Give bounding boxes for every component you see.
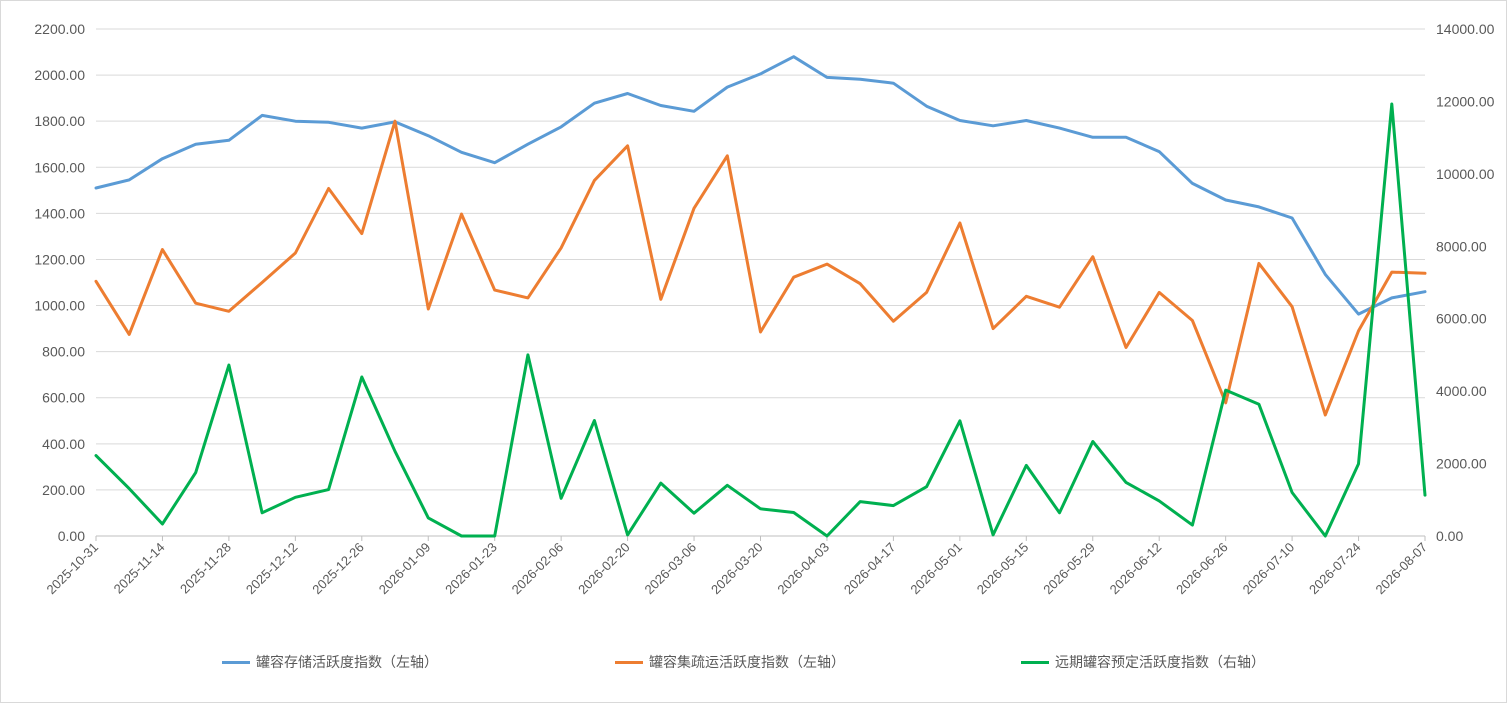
x-tick-label: 2025-12-26 (309, 540, 367, 598)
y-right-tick-label: 12000.00 (1436, 93, 1495, 109)
x-tick-label: 2026-01-23 (442, 540, 500, 598)
y-left-tick-label: 2200.00 (34, 21, 85, 37)
legend-label-storage: 罐容存储活跃度指数（左轴） (256, 655, 438, 671)
x-tick-label: 2026-01-09 (376, 540, 434, 598)
x-tick-label: 2025-11-28 (177, 540, 234, 597)
legend-item-storage[interactable]: 罐容存储活跃度指数（左轴） (222, 649, 438, 675)
x-tick-label: 2026-08-07 (1372, 540, 1430, 598)
series-line-1 (94, 55, 1427, 316)
x-tick-label: 2026-05-29 (1040, 540, 1098, 598)
x-tick-label: 2025-11-14 (111, 540, 168, 597)
y-left-tick-label: 1400.00 (34, 205, 85, 221)
series-line-3 (94, 102, 1427, 538)
y-left-tick-label: 1200.00 (34, 251, 85, 267)
y-left-tick-label: 400.00 (42, 436, 85, 452)
y-right-tick-label: 0.00 (1436, 528, 1463, 544)
legend-swatch-booking (1021, 660, 1049, 664)
x-tick-label: 2025-10-31 (43, 540, 101, 598)
x-tick-label: 2026-04-17 (841, 540, 899, 598)
y-left-tick-label: 1800.00 (34, 113, 85, 129)
y-right-tick-label: 10000.00 (1436, 166, 1495, 182)
legend-swatch-transport (615, 660, 643, 664)
legend-swatch-storage (222, 660, 250, 664)
x-tick-label: 2026-02-06 (509, 540, 567, 598)
y-right-tick-label: 14000.00 (1436, 21, 1495, 37)
y-left-tick-label: 2000.00 (34, 67, 85, 83)
x-tick-label: 2026-02-20 (575, 540, 633, 598)
x-tick-label: 2026-06-12 (1107, 540, 1165, 598)
legend-label-booking: 远期罐容预定活跃度指数（右轴） (1055, 655, 1265, 671)
y-left-tick-label: 1600.00 (34, 159, 85, 175)
y-right-tick-label: 8000.00 (1436, 238, 1487, 254)
x-tick-label: 2025-12-12 (243, 540, 301, 598)
series-line-2 (94, 119, 1427, 417)
x-tick-label: 2026-04-03 (774, 540, 832, 598)
legend-label-transport: 罐容集疏运活跃度指数（左轴） (649, 655, 845, 671)
y-right-tick-label: 2000.00 (1436, 456, 1487, 472)
x-tick-label: 2026-05-15 (974, 540, 1032, 598)
legend-item-booking[interactable]: 远期罐容预定活跃度指数（右轴） (1021, 649, 1265, 675)
y-left-tick-label: 600.00 (42, 390, 85, 406)
y-left-tick-label: 1000.00 (34, 298, 85, 314)
x-tick-label: 2026-07-24 (1306, 540, 1364, 598)
x-tick-label: 2026-03-06 (642, 540, 700, 598)
y-right-tick-label: 6000.00 (1436, 311, 1487, 327)
y-right-tick-label: 4000.00 (1436, 383, 1487, 399)
x-tick-label: 2026-06-26 (1173, 540, 1231, 598)
x-tick-label: 2026-07-10 (1240, 540, 1298, 598)
y-left-tick-label: 0.00 (58, 528, 85, 544)
y-left-tick-label: 200.00 (42, 482, 85, 498)
x-tick-label: 2026-05-01 (907, 540, 965, 598)
legend-item-transport[interactable]: 罐容集疏运活跃度指数（左轴） (615, 649, 845, 675)
x-tick-label: 2026-03-20 (708, 540, 766, 598)
y-left-tick-label: 800.00 (42, 344, 85, 360)
